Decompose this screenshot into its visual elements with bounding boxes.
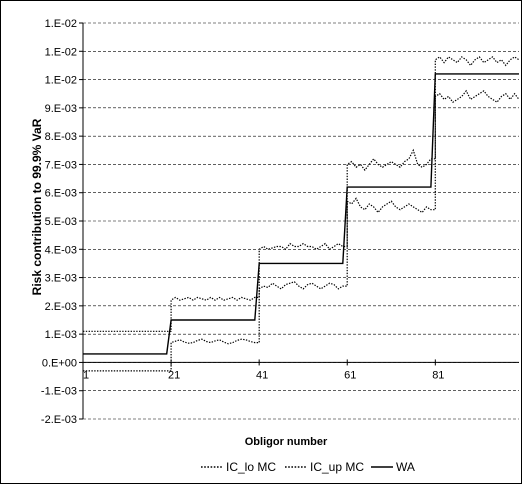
y-tick-label: 1.E-03: [45, 329, 77, 341]
y-tick-label: -1.E-03: [41, 386, 77, 398]
series-lines: [83, 56, 520, 372]
y-tick-label: 1.E-02: [45, 75, 77, 87]
legend-label-ic-up: IC_up MC: [310, 460, 364, 474]
x-tick-label: 61: [344, 369, 356, 381]
y-tick-label: 6.E-03: [45, 188, 77, 200]
series-ic-lo-mc: [83, 89, 520, 372]
y-tick-label: 7.E-03: [45, 159, 77, 171]
y-tick-label: 1.E-02: [45, 46, 77, 58]
series-wa: [83, 73, 519, 355]
x-tick-label: 1: [83, 369, 89, 381]
x-tick-label: 41: [256, 369, 268, 381]
legend: IC_lo MC IC_up MC WA: [201, 460, 415, 474]
y-tick-label: 4.E-03: [45, 244, 77, 256]
y-tick-label: 3.E-03: [45, 273, 77, 285]
y-tick-labels: -2.E-03 -1.E-03 0.E+00 1.E-03 2.E-03 3.E-03 4.…: [41, 18, 83, 426]
y-tick-label: 5.E-03: [45, 216, 77, 228]
legend-label-ic-lo: IC_lo MC: [226, 460, 276, 474]
x-tick-label: 81: [432, 369, 444, 381]
y-tick-label: 9.E-03: [45, 103, 77, 115]
legend-label-wa: WA: [396, 460, 415, 474]
y-tick-label: 8.E-03: [45, 131, 77, 143]
y-axis-label: Risk contribution to 99.9% VaR: [30, 118, 44, 295]
grid-lines: [83, 22, 519, 420]
x-tick-label: 21: [168, 369, 180, 381]
y-tick-label: 2.E-03: [45, 301, 77, 313]
y-tick-label: 0.E+00: [42, 357, 77, 369]
x-axis-label: Obligor number: [245, 436, 328, 448]
y-tick-label: -2.E-03: [41, 414, 77, 426]
x-tick-labels: 1 21 41 61 81: [82, 359, 444, 381]
y-tick-label: 1.E-02: [45, 18, 77, 30]
series-ic-up-mc: [83, 56, 520, 332]
